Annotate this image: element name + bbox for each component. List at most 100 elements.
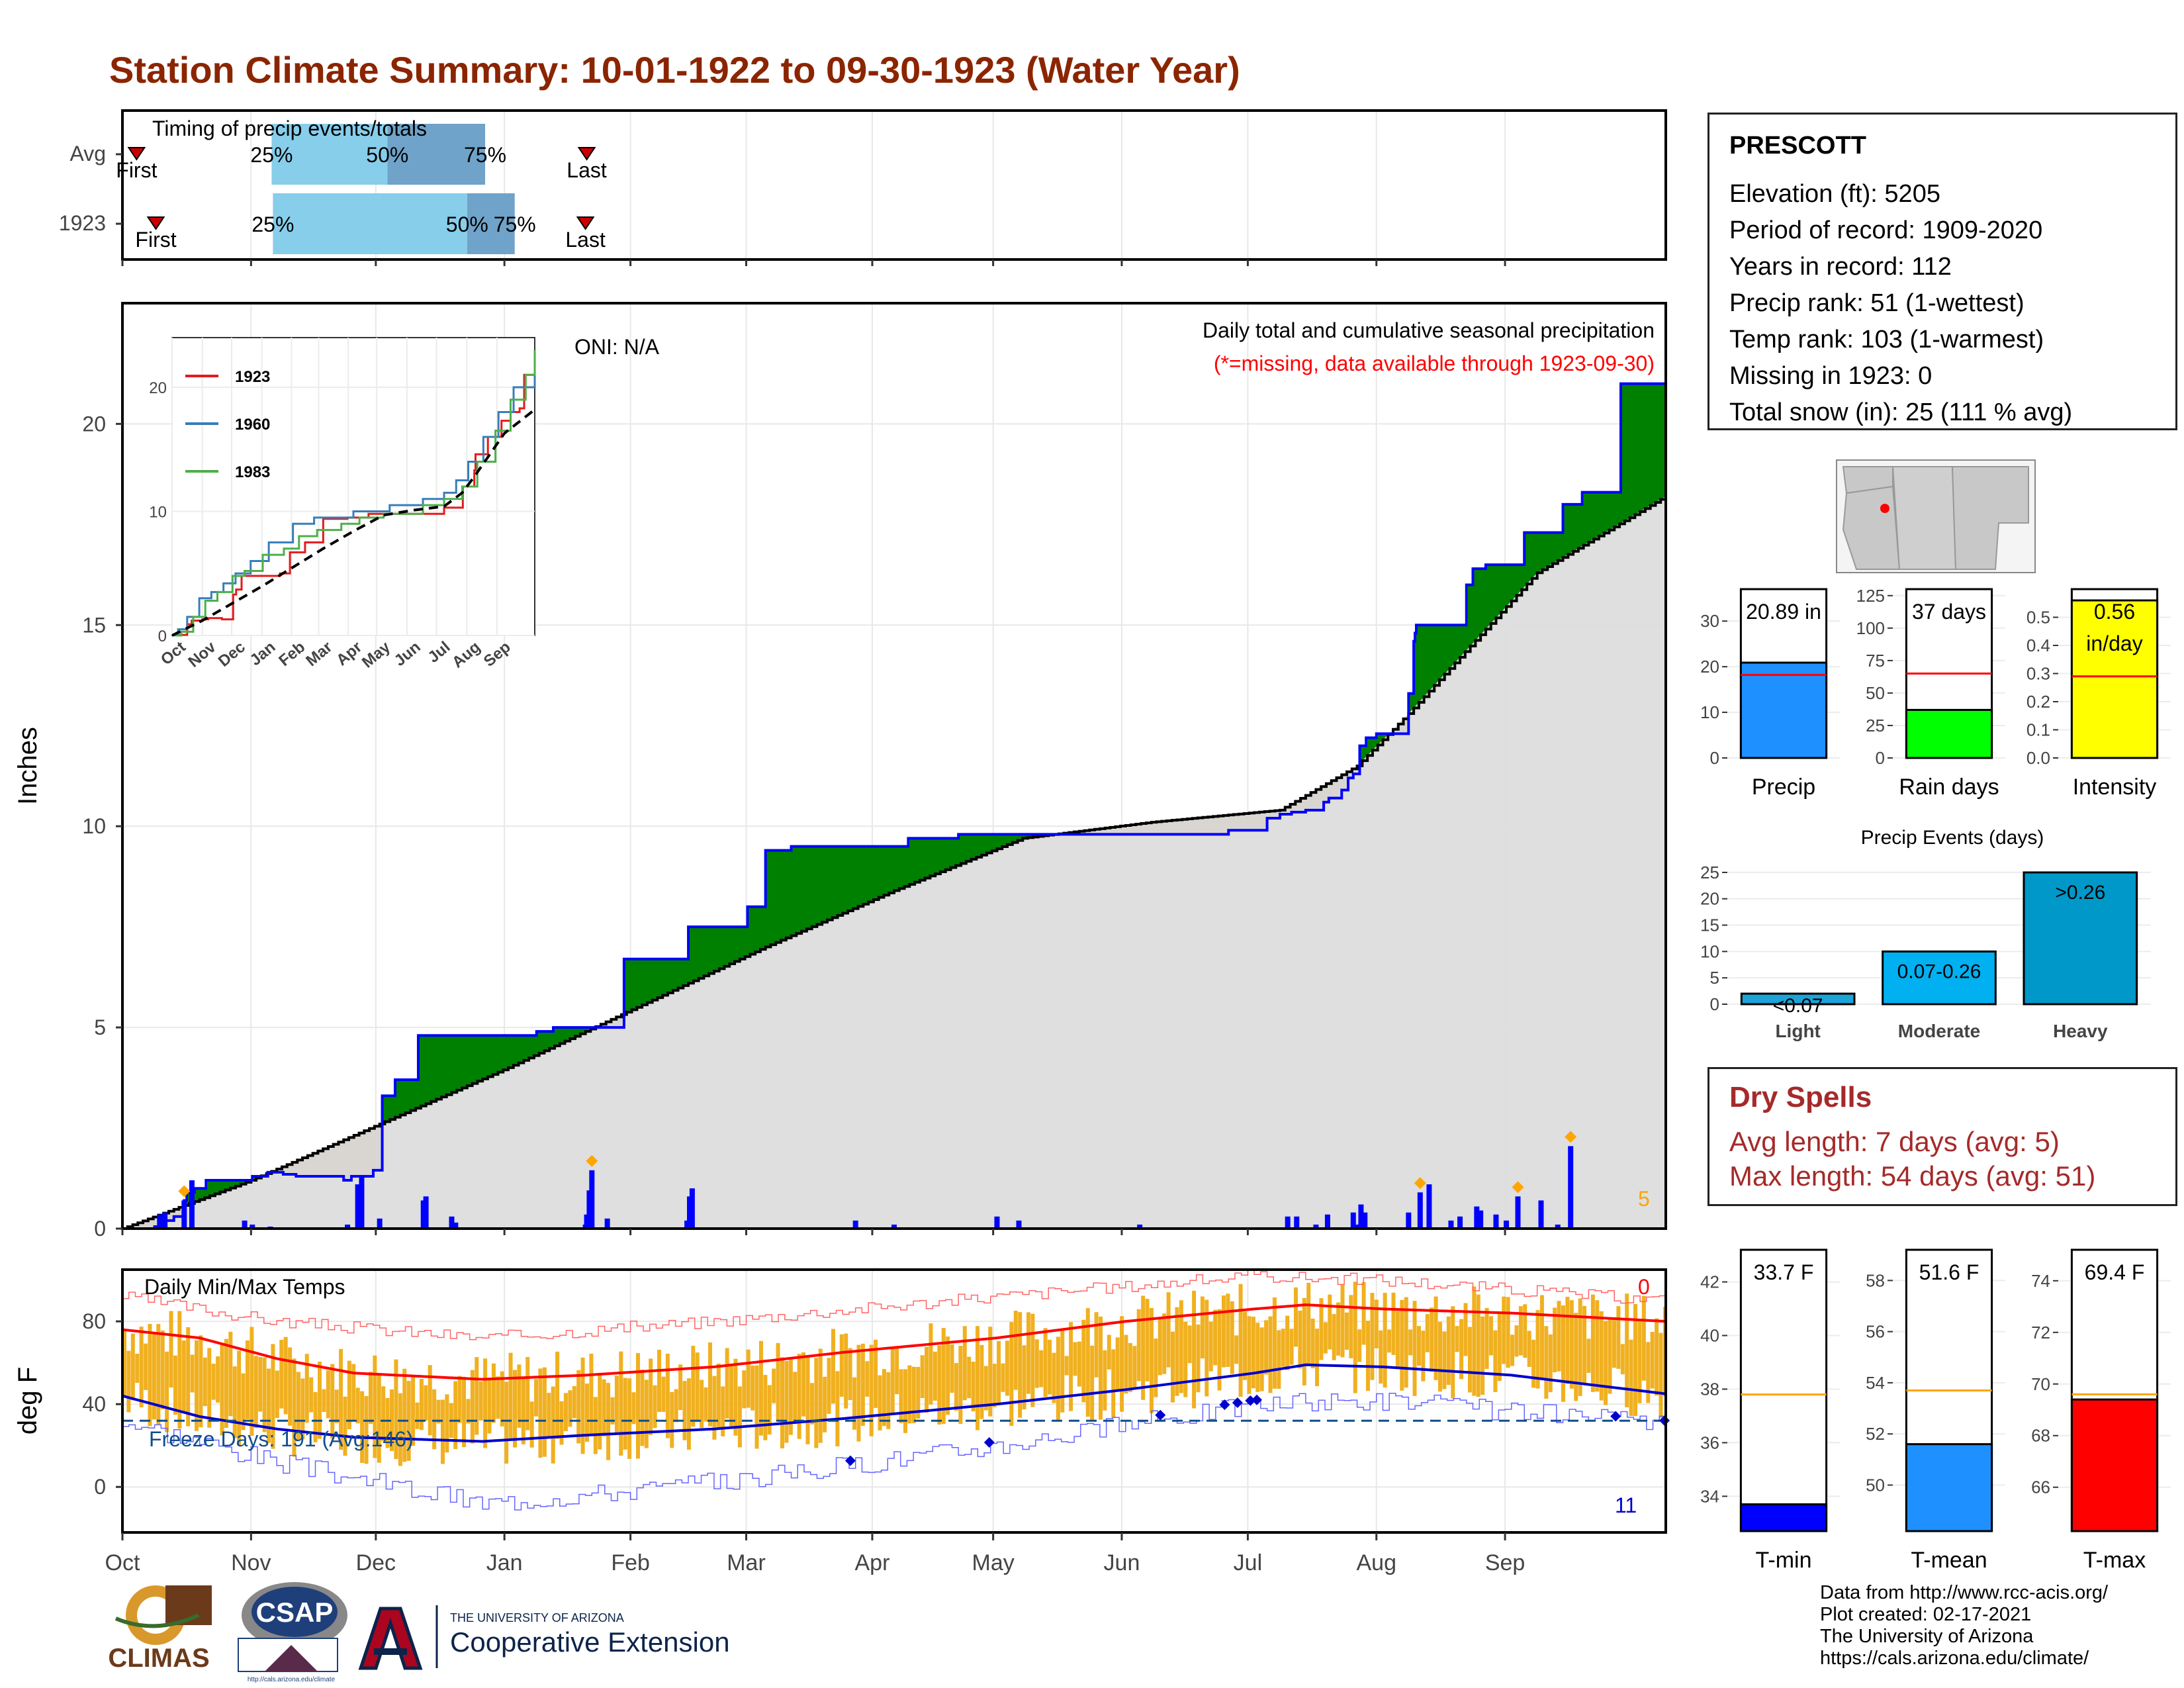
tmax-chart: 66 68 70 72 74 69.4 F T-max [2031, 1248, 2171, 1573]
tmax-chart-ytick-label: 66 [2031, 1477, 2050, 1497]
region-map [1836, 459, 2036, 573]
daily-precip-bar [242, 1220, 248, 1229]
daily-precip-bar [689, 1188, 695, 1229]
cold-extreme-marker [1219, 1399, 1230, 1411]
daily-precip-bar [994, 1216, 1000, 1229]
tmean-chart-ytick-label: 56 [1866, 1322, 1885, 1342]
climas-text: CLIMAS [108, 1644, 209, 1673]
tmean-chart-ytick-label: 54 [1866, 1373, 1885, 1393]
dry-spells-max: Max length: 54 days (avg: 51) [1729, 1160, 2096, 1192]
last-event-marker [576, 216, 595, 230]
cold-extreme-marker [844, 1455, 856, 1466]
rain-days-chart-ytick-label: 75 [1866, 651, 1885, 671]
daily-precip-bar [250, 1224, 255, 1229]
intensity-chart-value-label: in/day [2086, 632, 2142, 655]
station-precip-rank: Precip rank: 51 (1-wettest) [1729, 289, 2025, 317]
rain-days-chart-ytick-label: 100 [1856, 618, 1885, 638]
precip-events-ytick-label: 15 [1700, 915, 1719, 935]
tmin-chart-ytick-label: 40 [1700, 1326, 1719, 1346]
daily-precip-bar [1294, 1216, 1300, 1229]
intensity-chart-ytick-label: 0.5 [2026, 608, 2050, 628]
year-cumulative-line [122, 382, 1666, 1230]
intensity-chart-ytick-label: 0.3 [2026, 664, 2050, 684]
tmin-chart-value-bar [1739, 1503, 1828, 1532]
daily-precip-bar [1362, 1212, 1368, 1229]
tmin-chart-frame [1739, 1248, 1828, 1532]
daily-precip-bar [1568, 1146, 1574, 1229]
first-label: First [135, 228, 176, 252]
daily-precip-bar [1493, 1214, 1499, 1229]
daily-precip-bar [1504, 1220, 1510, 1229]
avg-tmax-line [122, 1303, 1666, 1381]
daily-precip-bar [189, 1180, 195, 1229]
precip-total-chart-ytick-label: 20 [1700, 657, 1719, 677]
precip-events-bar-label: >0.26 [2055, 882, 2105, 904]
daily-precip-bar [1478, 1210, 1484, 1229]
cold-extreme-marker [1232, 1397, 1243, 1409]
precip-ytick-label: 15 [82, 613, 106, 637]
freeze-days-label: Freeze Days: 191 (Avg:146) [149, 1427, 414, 1451]
month-label: Nov [231, 1550, 271, 1575]
daily-precip-bar [1538, 1200, 1544, 1229]
last-label: Last [567, 158, 607, 182]
intensity-chart-value-label: 0.56 [2094, 600, 2135, 624]
tmax-chart-value-bar [2070, 1398, 2159, 1532]
station-period: Period of record: 1909-2020 [1729, 216, 2043, 244]
tmin-chart-value-label: 33.7 F [1754, 1260, 1814, 1284]
precip-events-category-label: Moderate [1898, 1021, 1980, 1041]
temp-ytick-label: 40 [82, 1392, 106, 1416]
daily-precip-bar [1457, 1216, 1463, 1229]
precip-events-bar-label: <0.07 [1773, 995, 1823, 1017]
csap-url: http://cals.arizona.edu/climate [248, 1676, 336, 1683]
daily-precip-bar [589, 1170, 595, 1229]
daily-precip-bar [1016, 1220, 1022, 1229]
intensity-chart-ytick-label: 0.2 [2026, 692, 2050, 712]
daily-precip-bar [345, 1224, 351, 1229]
station-snow: Total snow (in): 25 (111 % avg) [1729, 399, 2073, 426]
daily-precip-bar [423, 1196, 429, 1229]
station-temp-rank: Temp rank: 103 (1-warmest) [1729, 326, 2044, 353]
daily-precip-bar [1515, 1196, 1521, 1229]
month-label: Jan [486, 1550, 523, 1575]
daily-precip-bar [1448, 1220, 1454, 1229]
tmean-chart-axis-label: T-mean [1911, 1548, 1987, 1573]
tmax-chart-ytick-label: 72 [2031, 1323, 2050, 1342]
precip-events-ytick-label: 25 [1700, 863, 1719, 882]
rain-days-chart-ytick-label: 0 [1876, 748, 1885, 768]
cold-extreme-marker [1251, 1394, 1263, 1405]
timing-pct-label: 75% [464, 143, 506, 167]
daily-precip-bar [162, 1212, 168, 1229]
tmean-chart-ytick-label: 58 [1866, 1270, 1885, 1290]
daily-precip-bar [1353, 1224, 1359, 1229]
precip-events-bar [1740, 992, 1856, 1006]
precip-events-ytick-label: 0 [1710, 994, 1719, 1014]
inset-ytick-label: 20 [149, 379, 167, 397]
precip-total-chart-axis-label: Precip [1752, 774, 1815, 800]
timing-pct-label: 50% [446, 212, 488, 236]
extreme-precip-marker [586, 1154, 598, 1167]
record-low-line [122, 1392, 1666, 1511]
precip-ytick-label: 10 [82, 814, 106, 838]
month-label: Jul [1234, 1550, 1262, 1575]
temp-ylabel: deg F [13, 1367, 42, 1434]
daily-precip-bar [1406, 1212, 1412, 1229]
extreme-precip-marker [1512, 1181, 1524, 1194]
credit-line: The University of Arizona [1820, 1626, 2034, 1647]
month-label: May [972, 1550, 1015, 1575]
precip-events-chart: Precip Events (days) 0 5 10 15 20 25 <0.07 Light… [1700, 827, 2151, 1041]
dry-spells-box: Dry Spells Avg length: 7 days (avg: 5) M… [1707, 1067, 2177, 1206]
extreme-precip-count: 5 [1638, 1187, 1650, 1211]
inset-ytick-label: 10 [149, 504, 167, 522]
low-extreme-count: 11 [1615, 1493, 1637, 1517]
station-location-dot [1880, 504, 1889, 513]
tmin-chart-axis-label: T-min [1756, 1548, 1812, 1573]
inset-average-line [171, 408, 536, 637]
daily-precip-bar [157, 1214, 163, 1229]
last-event-marker [577, 147, 596, 161]
average-cumulative-area [122, 496, 1666, 1229]
tmin-chart-ytick-label: 38 [1700, 1379, 1719, 1399]
ua-logo: THE UNIVERSITY OF ARIZONA Cooperative Ex… [358, 1605, 730, 1670]
tmax-chart-ytick-label: 68 [2031, 1426, 2050, 1446]
precip-ytick-label: 20 [82, 412, 106, 436]
tmean-chart-value-bar [1905, 1443, 1993, 1532]
